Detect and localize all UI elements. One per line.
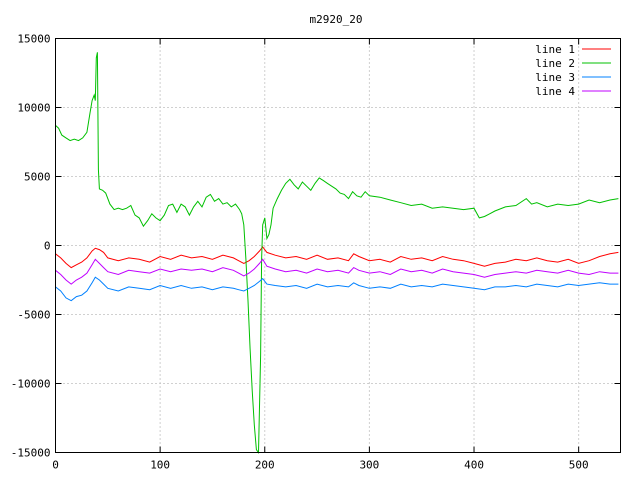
legend-label-3: line 3: [535, 71, 575, 84]
series-line-3: [55, 276, 619, 302]
y-tick-label: -15000: [11, 447, 51, 460]
x-tick-label: 100: [150, 459, 170, 472]
legend-label-2: line 2: [535, 57, 575, 70]
series-lines: [55, 52, 619, 454]
y-tick-label: -5000: [17, 309, 50, 322]
x-tick-label: 300: [359, 459, 379, 472]
y-tick-label: 15000: [17, 33, 50, 46]
series-line-2: [55, 52, 619, 454]
y-tick-label: 5000: [24, 171, 51, 184]
y-tick-label: 10000: [17, 102, 50, 115]
y-tick-label: -10000: [11, 378, 51, 391]
x-tick-label: 400: [464, 459, 484, 472]
y-tick-label: 0: [44, 240, 51, 253]
series-line-4: [55, 258, 619, 285]
grid: [55, 38, 621, 453]
legend-label-1: line 1: [535, 43, 575, 56]
series-line-1: [55, 246, 619, 269]
chart-title: m2920_20: [310, 13, 363, 26]
axis-ticks: 0 100 200 300 400 500 -15000 -10000 -5000 0 5000 10…: [11, 33, 621, 472]
x-tick-label: 0: [52, 459, 59, 472]
x-tick-label: 200: [255, 459, 275, 472]
legend-label-4: line 4: [535, 85, 575, 98]
x-tick-label: 500: [569, 459, 589, 472]
